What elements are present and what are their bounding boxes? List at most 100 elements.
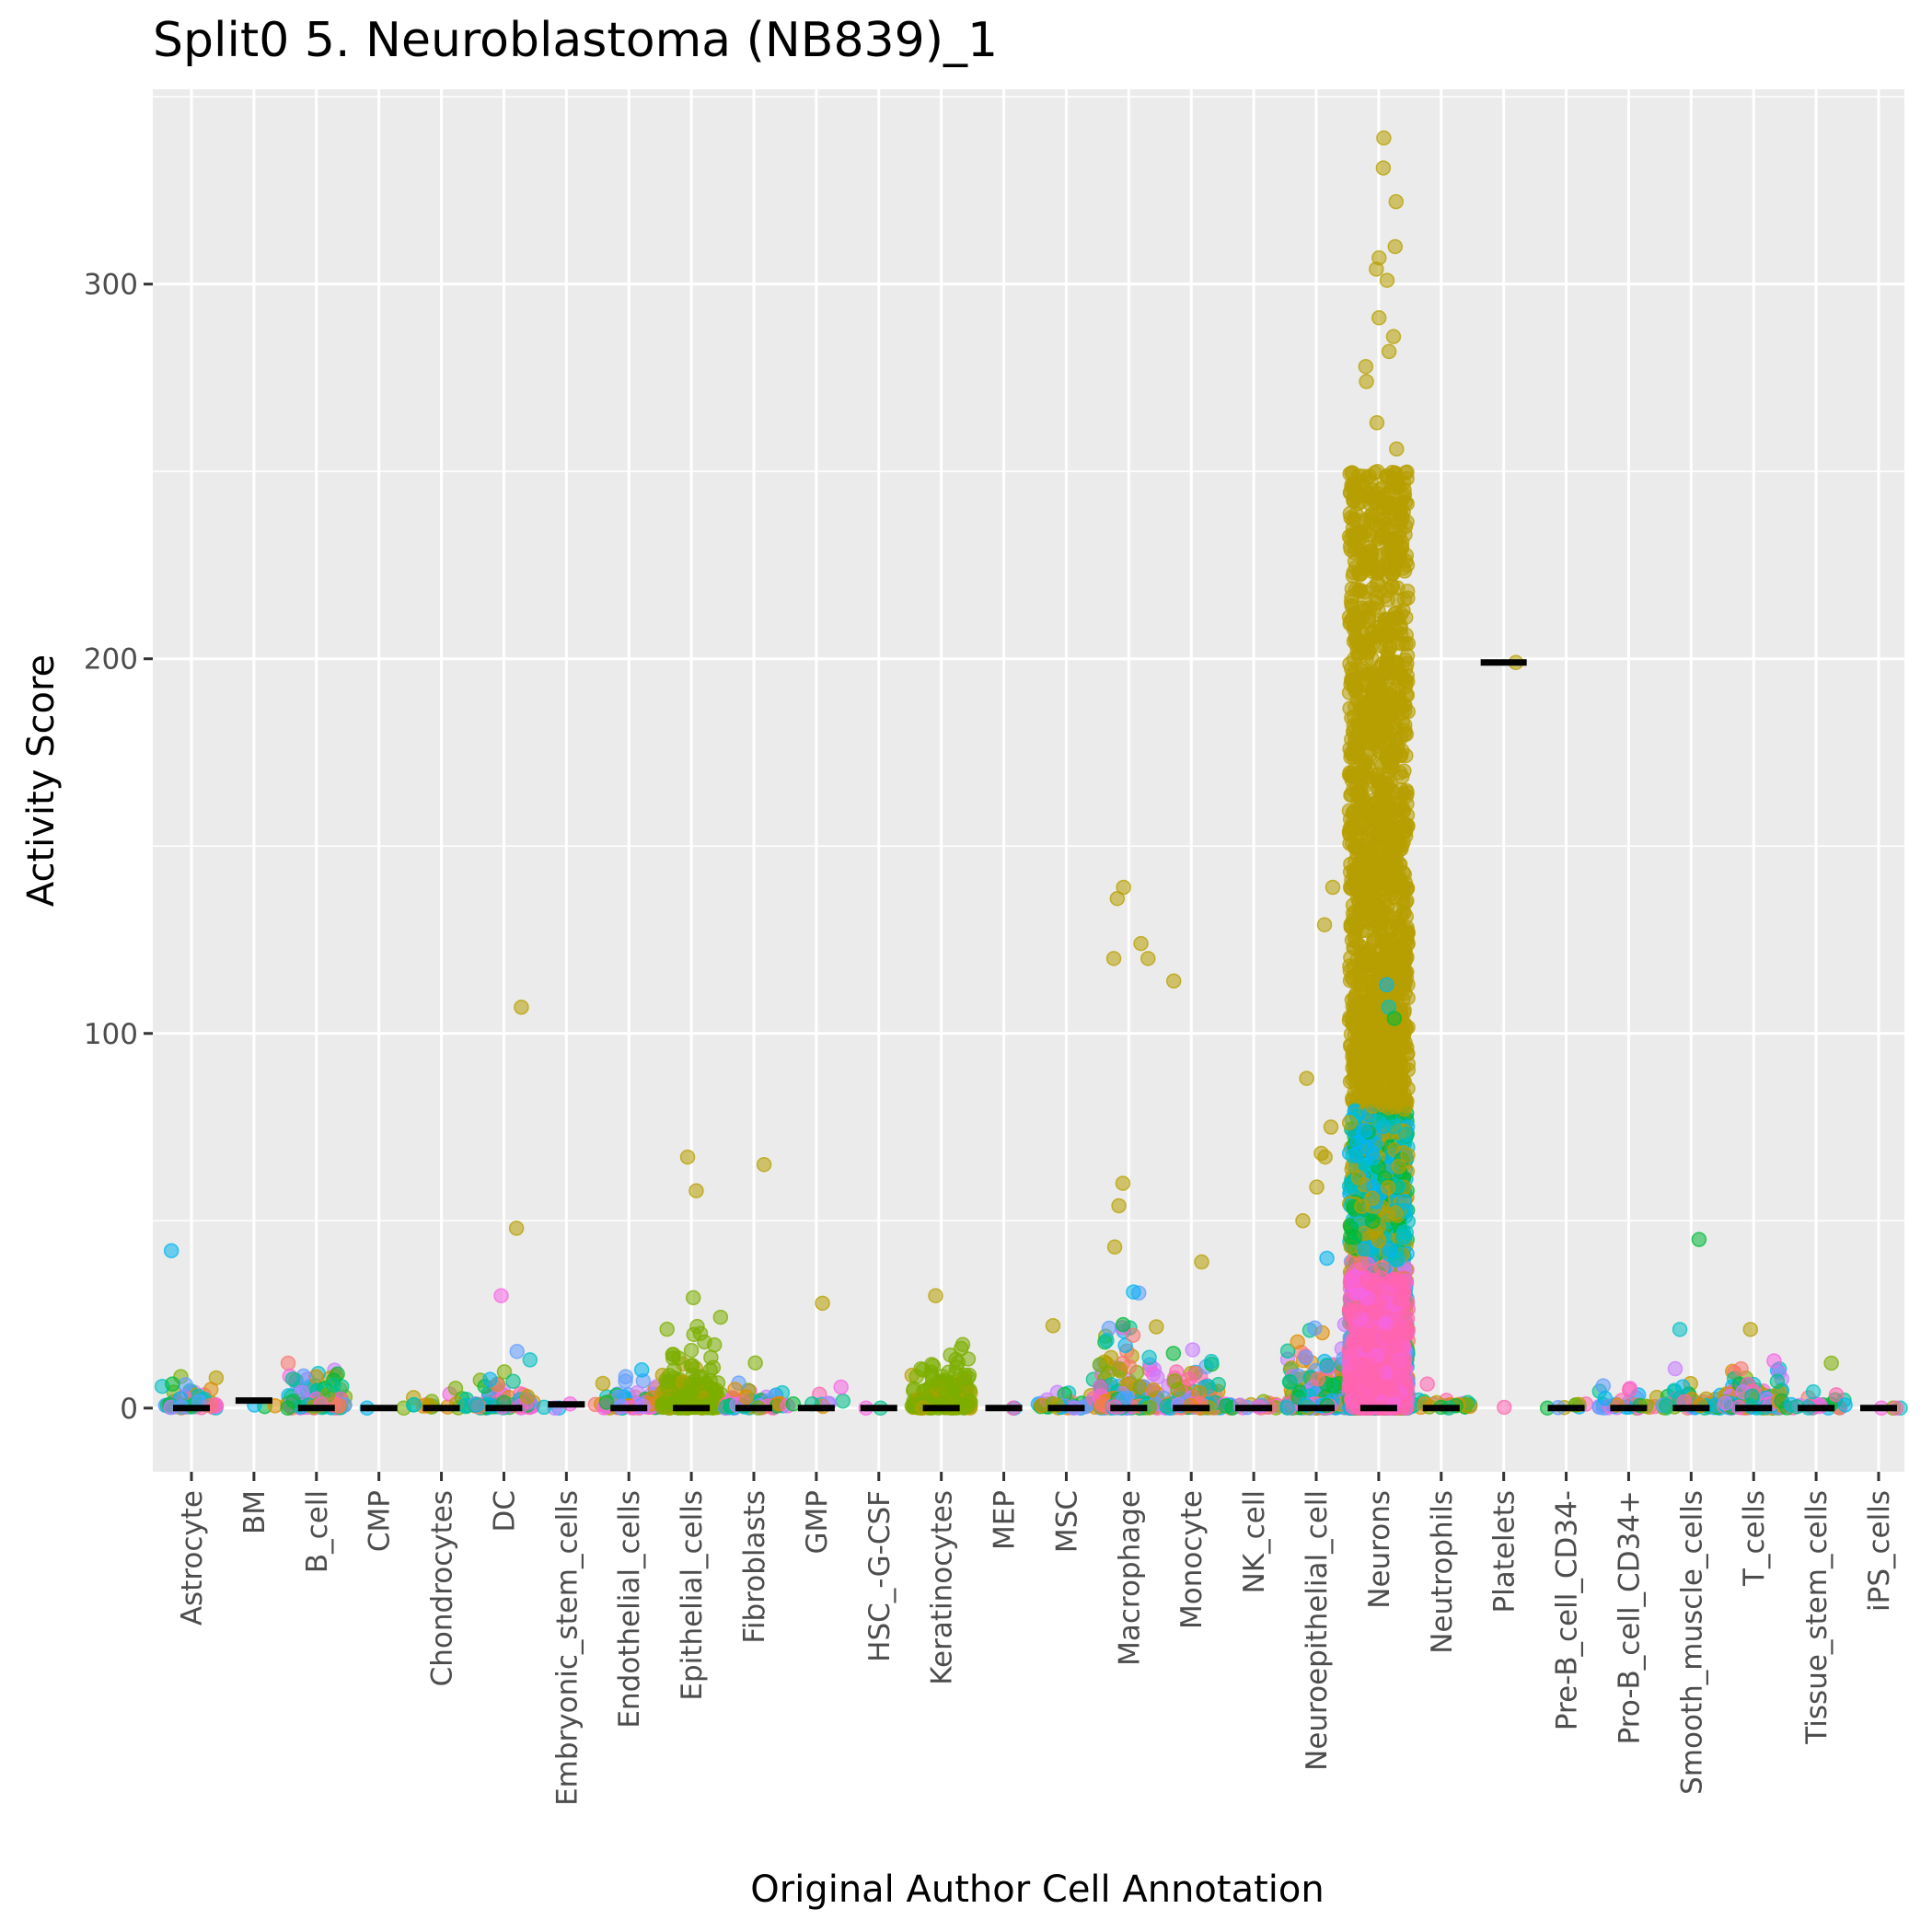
data-point <box>1185 1342 1201 1358</box>
data-point <box>165 1376 180 1392</box>
data-point <box>1381 1050 1396 1067</box>
data-point <box>1383 783 1400 799</box>
data-point <box>833 1379 849 1395</box>
data-point <box>1347 545 1362 561</box>
data-point <box>665 1347 681 1362</box>
data-point <box>482 1371 498 1387</box>
data-point <box>1112 1361 1128 1378</box>
data-point <box>1346 723 1361 739</box>
data-point <box>1149 1319 1164 1335</box>
data-point <box>1203 1353 1220 1370</box>
data-point <box>1145 1382 1162 1398</box>
data-point <box>280 1355 296 1371</box>
data-point <box>1290 1334 1305 1350</box>
data-point <box>692 1325 709 1341</box>
data-point <box>1360 613 1377 630</box>
data-point <box>1092 1357 1108 1372</box>
data-point <box>519 1388 536 1405</box>
chart-title: Split0 5. Neuroblastoma (NB839)_1 <box>153 13 999 68</box>
data-point <box>1398 1127 1414 1142</box>
data-point <box>1392 765 1408 781</box>
data-point <box>447 1380 464 1396</box>
data-point <box>1181 1371 1197 1387</box>
data-point <box>1385 823 1401 839</box>
data-point <box>1281 1374 1298 1390</box>
grid-lines <box>153 89 1904 1472</box>
data-point <box>1093 1396 1110 1413</box>
data-point <box>1397 985 1413 1001</box>
data-point <box>1307 1320 1323 1336</box>
panel-background <box>153 89 1904 1472</box>
data-point <box>747 1355 763 1371</box>
data-point <box>1218 1398 1234 1414</box>
data-point <box>1310 1371 1325 1387</box>
data-point <box>1374 1066 1391 1082</box>
data-point <box>706 1336 723 1353</box>
data-point <box>1092 1379 1108 1395</box>
data-point <box>1165 1346 1182 1361</box>
data-point <box>727 1382 743 1397</box>
data-point <box>1369 575 1385 592</box>
data-point <box>1384 522 1400 538</box>
data-point <box>683 1342 700 1359</box>
data-point <box>1380 770 1395 787</box>
data-point <box>916 1382 932 1399</box>
data-point <box>1279 1400 1296 1416</box>
data-point <box>1387 465 1404 480</box>
data-point <box>1385 495 1402 512</box>
data-point <box>1115 1316 1131 1333</box>
data-point <box>1341 1115 1358 1130</box>
data-point <box>659 1321 675 1337</box>
data-point <box>1346 491 1361 506</box>
data-point <box>469 1397 484 1413</box>
data-point <box>598 1394 615 1410</box>
data-point <box>661 1373 677 1390</box>
data-point <box>1398 553 1414 569</box>
data-point <box>633 1362 650 1378</box>
data-point <box>712 1309 729 1325</box>
data-point <box>1101 1320 1117 1336</box>
data-point <box>496 1364 513 1380</box>
data-point <box>178 1377 193 1393</box>
data-point <box>1298 1349 1313 1366</box>
data-point <box>1130 1379 1147 1395</box>
data-point <box>1346 873 1362 889</box>
data-point <box>959 1398 976 1414</box>
data-point <box>950 1355 966 1371</box>
data-point <box>1394 539 1410 555</box>
data-point <box>1351 584 1368 599</box>
data-point <box>1380 1179 1396 1196</box>
data-point <box>692 1370 708 1386</box>
data-point <box>738 1389 755 1405</box>
data-point <box>1399 922 1416 939</box>
data-point <box>1348 925 1363 941</box>
data-point <box>835 1393 851 1409</box>
data-point <box>962 1382 978 1398</box>
data-point <box>1395 636 1411 652</box>
data-point <box>1362 514 1378 529</box>
data-point <box>406 1396 422 1413</box>
data-point <box>284 1371 301 1387</box>
data-point <box>1397 1092 1413 1107</box>
data-point <box>522 1352 538 1368</box>
data-point <box>1385 477 1401 493</box>
data-point <box>326 1377 341 1393</box>
data-point <box>935 1372 952 1389</box>
data-point <box>785 1396 802 1412</box>
data-point <box>1103 1349 1119 1366</box>
data-point <box>1382 746 1399 762</box>
data-point <box>960 1370 977 1386</box>
data-point <box>1342 505 1359 522</box>
data-point <box>1371 625 1387 641</box>
data-point <box>1394 510 1410 526</box>
data-point <box>618 1369 634 1384</box>
data-point <box>1341 824 1358 840</box>
data-point <box>509 1344 525 1359</box>
data-point <box>1371 1232 1387 1248</box>
data-point <box>1389 1077 1405 1093</box>
data-point <box>1170 1382 1186 1398</box>
data-point <box>1099 1333 1115 1348</box>
data-point <box>953 1340 969 1357</box>
data-point <box>1325 1377 1342 1394</box>
data-point <box>285 1394 302 1409</box>
